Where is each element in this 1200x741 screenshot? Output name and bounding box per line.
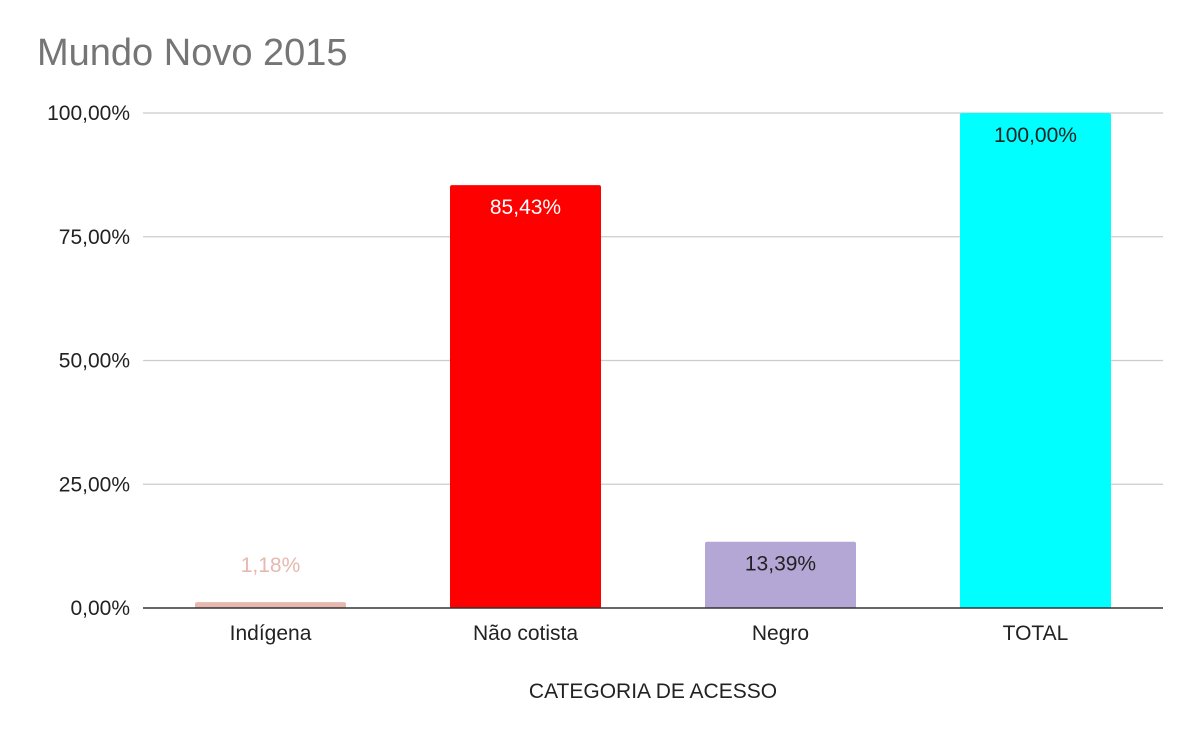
data-label: 13,39% [745,553,816,576]
data-label: 1,18% [241,554,301,577]
y-tick-label: 0,00% [70,597,130,620]
bar-ind-gena [195,602,346,608]
bar-negro [705,541,856,608]
x-tick-label: Negro [752,622,809,645]
x-tick-label: Não cotista [473,622,578,645]
x-tick-label: Indígena [230,622,312,645]
y-tick-label: 50,00% [59,350,130,373]
bar-total [960,113,1111,608]
data-label: 100,00% [994,124,1077,147]
bars [195,113,1111,608]
y-tick-label: 75,00% [59,226,130,249]
bar-n-o-cotista [450,185,601,608]
data-label: 85,43% [490,196,561,219]
labels: 0,00% 25,00% 50,00% 75,00% 100,00% 1,18% Indíg… [47,102,1077,645]
x-axis-title: CATEGORIA DE ACESSO [529,680,777,703]
chart-title: Mundo Novo 2015 [37,32,348,74]
y-tick-label: 25,00% [59,473,130,496]
y-tick-label: 100,00% [47,102,130,125]
x-tick-label: TOTAL [1003,622,1069,645]
